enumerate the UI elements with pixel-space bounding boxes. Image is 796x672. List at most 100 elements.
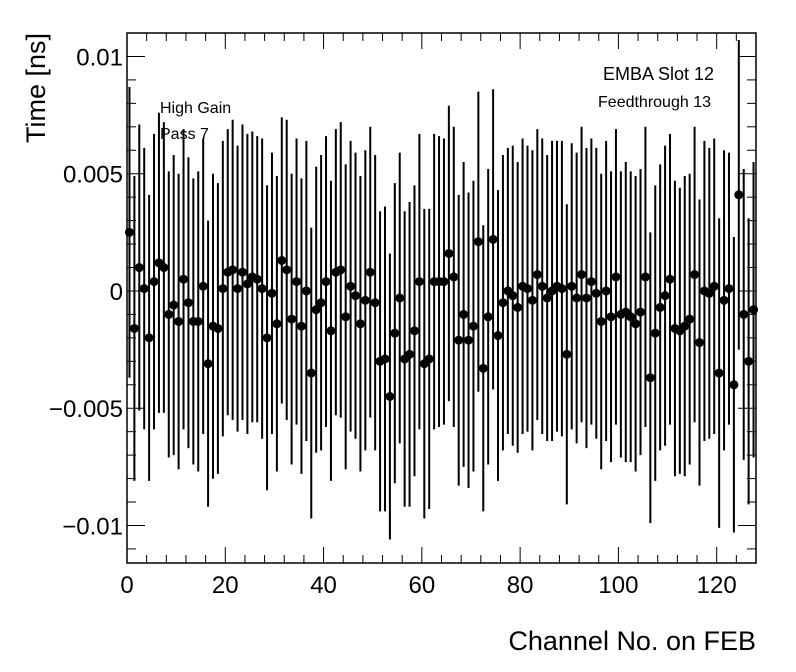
data-point [179,274,189,284]
data-point [203,359,213,369]
data-point [233,284,243,294]
data-point [744,356,754,366]
data-series [124,40,759,540]
data-point [527,295,537,305]
data-point [749,305,759,315]
data-point [596,316,606,326]
data-point [346,281,356,291]
data-point [532,270,542,280]
data-point [493,331,503,341]
data-point [287,314,297,324]
data-point [557,284,567,294]
annotation-feedthrough: Feedthrough 13 [598,94,711,111]
data-point [680,321,690,331]
data-point [149,277,159,287]
data-point [650,328,660,338]
x-tick-label: 40 [310,572,337,599]
data-point [655,302,665,312]
data-point [645,373,655,383]
data-point [365,267,375,277]
data-point [508,291,518,301]
data-point [640,272,650,282]
data-point [370,298,380,308]
x-tick-label: 120 [697,572,737,599]
data-point [537,281,547,291]
data-point [459,309,469,319]
data-point [724,284,734,294]
y-tick-label: 0.005 [63,162,123,189]
data-point [311,305,321,315]
x-tick-label: 100 [598,572,638,599]
data-point [351,291,361,301]
data-point [734,190,744,200]
annotation-high-gain: High Gain [160,100,231,117]
data-point [729,380,739,390]
data-point [626,312,636,322]
data-point [159,263,169,273]
y-tick-label: −0.005 [49,396,123,423]
data-point [336,265,346,275]
data-point [601,286,611,296]
data-point [483,312,493,322]
data-point [360,295,370,305]
x-tick-label: 20 [212,572,239,599]
x-tick-label: 0 [120,572,133,599]
data-point [380,354,390,364]
data-point [316,298,326,308]
data-point [577,270,587,280]
data-point [606,312,616,322]
y-axis-title: Time [ns] [21,33,51,143]
data-point [685,314,695,324]
data-point [631,319,641,329]
data-point [704,288,714,298]
data-point [129,323,139,333]
data-point [468,321,478,331]
data-point [124,227,134,237]
y-tick-label: −0.01 [62,513,123,540]
data-point [454,335,464,345]
data-point [660,291,670,301]
data-point [694,338,704,348]
data-point [390,328,400,338]
x-axis: 0 20 40 60 80 100 120 [120,33,757,599]
data-point [449,272,459,282]
data-point [522,284,532,294]
data-point [665,274,675,284]
data-point [139,284,149,294]
data-point [169,300,179,310]
data-point [282,265,292,275]
annotation-pass: Pass 7 [160,126,209,143]
data-point [257,284,267,294]
data-point [464,335,474,345]
data-point [611,272,621,282]
data-point [262,333,272,343]
data-point [572,293,582,303]
data-point [228,265,238,275]
data-point [488,234,498,244]
data-point [714,368,724,378]
data-point [326,326,336,336]
data-point [739,309,749,319]
data-point [292,277,302,287]
data-point [385,391,395,401]
y-tick-label: 0 [110,279,123,306]
x-tick-label: 60 [408,572,435,599]
data-point [414,277,424,287]
data-point [301,286,311,296]
x-axis-title: Channel No. on FEB [508,626,756,656]
data-point [134,263,144,273]
data-point [183,298,193,308]
data-point [405,349,415,359]
data-point [636,307,646,317]
data-point [444,248,454,258]
data-point [567,281,577,291]
data-point [513,302,523,312]
data-point [198,281,208,291]
data-point [296,321,306,331]
annotation-emba-slot: EMBA Slot 12 [603,64,714,84]
data-point [144,333,154,343]
data-point [355,319,365,329]
data-point [252,274,262,284]
data-point [542,293,552,303]
